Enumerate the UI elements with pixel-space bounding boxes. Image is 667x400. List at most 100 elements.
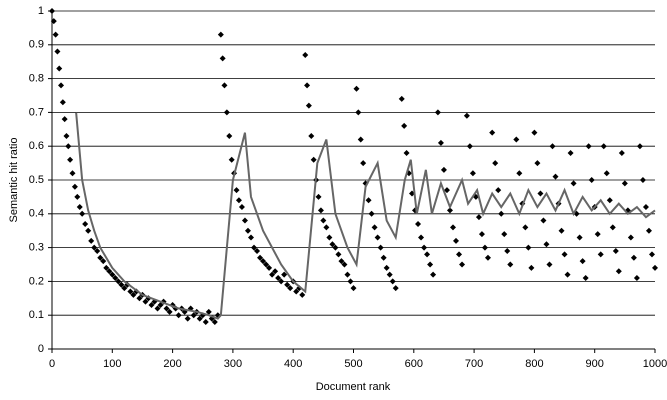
point	[360, 160, 367, 167]
point	[272, 268, 279, 275]
point	[305, 102, 312, 109]
point	[618, 149, 625, 156]
point	[49, 8, 55, 14]
point	[308, 133, 315, 140]
point	[275, 275, 282, 282]
point	[284, 281, 291, 288]
point	[74, 193, 81, 200]
point	[76, 204, 83, 211]
point	[335, 251, 342, 258]
point	[94, 247, 101, 254]
point	[603, 170, 610, 177]
point	[386, 271, 393, 278]
point	[54, 48, 61, 55]
point	[323, 224, 330, 231]
point	[238, 204, 245, 211]
point	[621, 180, 628, 187]
y-tick-label: 0.8	[29, 73, 44, 85]
y-axis-label: Semantic hit ratio	[8, 138, 20, 223]
point	[97, 254, 104, 261]
y-tick-label: 0.1	[29, 309, 44, 321]
point	[121, 285, 128, 292]
point	[106, 268, 113, 275]
x-tick-label: 300	[224, 358, 242, 370]
point	[453, 237, 460, 244]
point	[543, 241, 550, 248]
point	[570, 180, 577, 187]
point	[65, 143, 72, 150]
point	[478, 231, 485, 238]
point	[582, 275, 589, 282]
point	[67, 156, 74, 163]
x-tick-label: 400	[284, 358, 302, 370]
point	[63, 133, 70, 140]
point	[531, 129, 538, 136]
point	[501, 231, 508, 238]
point	[263, 261, 270, 268]
point	[247, 234, 254, 241]
point	[489, 129, 496, 136]
x-tick-label: 700	[465, 358, 483, 370]
point	[278, 278, 285, 285]
point	[466, 143, 473, 150]
point	[418, 234, 425, 241]
point	[594, 231, 601, 238]
y-tick-label: 0.9	[29, 39, 44, 51]
point	[549, 143, 556, 150]
point	[344, 271, 351, 278]
point	[576, 234, 583, 241]
point	[528, 264, 535, 271]
point	[546, 261, 553, 268]
point	[633, 275, 640, 282]
x-tick-label: 0	[49, 358, 55, 370]
y-tick-label: 0.4	[29, 208, 44, 220]
x-tick-label: 900	[586, 358, 604, 370]
point	[561, 251, 568, 258]
point	[332, 244, 339, 251]
point	[317, 207, 324, 214]
point	[552, 173, 559, 180]
point	[627, 234, 634, 241]
point	[221, 82, 228, 89]
point	[91, 244, 98, 251]
point	[374, 234, 381, 241]
x-tick-label: 100	[103, 358, 121, 370]
point	[142, 298, 149, 305]
point	[469, 170, 476, 177]
point	[118, 281, 125, 288]
y-tick-label: 0.5	[29, 174, 44, 186]
point	[377, 244, 384, 251]
point	[380, 254, 387, 261]
point	[446, 207, 453, 214]
point	[484, 254, 491, 261]
point	[525, 244, 532, 251]
point	[350, 285, 357, 292]
point	[287, 285, 294, 292]
point	[293, 288, 300, 295]
point	[481, 244, 488, 251]
point	[56, 65, 63, 72]
point	[82, 220, 89, 227]
point	[69, 170, 76, 177]
point	[389, 278, 396, 285]
point	[383, 264, 390, 271]
point	[148, 302, 155, 309]
point	[112, 275, 119, 282]
point	[498, 210, 505, 217]
point	[184, 315, 191, 322]
point	[157, 302, 164, 309]
y-tick-label: 0.2	[29, 275, 44, 287]
point	[392, 285, 399, 292]
point	[463, 112, 470, 119]
line	[75, 112, 656, 320]
point	[130, 291, 137, 298]
point	[355, 109, 362, 116]
point	[211, 318, 218, 325]
point	[585, 143, 592, 150]
x-tick-label: 1000	[643, 358, 667, 370]
point	[109, 271, 116, 278]
point	[579, 258, 586, 265]
point	[310, 156, 317, 163]
x-tick-label: 800	[525, 358, 543, 370]
point	[504, 247, 511, 254]
